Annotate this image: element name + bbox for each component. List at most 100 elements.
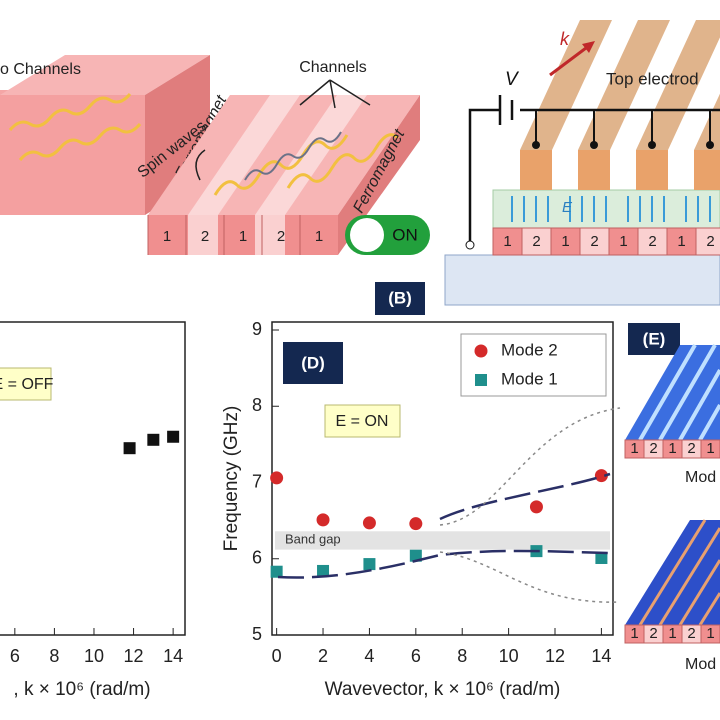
annotation: E = ON xyxy=(336,413,389,430)
x-tick-label: 6 xyxy=(10,646,20,666)
electrode-bar xyxy=(578,20,670,150)
x-tick-label: 4 xyxy=(364,646,374,666)
band-label: Band gap xyxy=(285,532,341,547)
y-tick-label: 6 xyxy=(252,548,262,568)
data-point xyxy=(529,500,543,514)
legend-label: Mode 1 xyxy=(501,369,558,388)
x-tick-label: 14 xyxy=(163,646,183,666)
voltage-label: V xyxy=(505,69,520,90)
panel-label: (D) xyxy=(301,353,325,372)
electrode-bar xyxy=(694,93,720,150)
cell xyxy=(255,215,285,255)
field-label: E xyxy=(562,199,573,216)
x-tick-label: 8 xyxy=(457,646,467,666)
panel-title: o Channels xyxy=(0,61,81,78)
data-point xyxy=(362,516,376,530)
cell xyxy=(188,215,218,255)
data-point xyxy=(363,558,376,571)
cell-label: 1 xyxy=(668,625,676,642)
slab-top xyxy=(0,55,210,95)
k-label: k xyxy=(560,29,570,49)
cell-label: 2 xyxy=(277,228,285,245)
panel-label: (E) xyxy=(643,329,666,348)
x-tick-label: 10 xyxy=(499,646,519,666)
cell-label: 1 xyxy=(503,233,511,250)
data-point xyxy=(409,517,423,531)
electrode xyxy=(578,150,610,190)
panel-e: (E) 1 2 1 2 11 2 1 2 1 Mod Mod xyxy=(624,323,720,673)
wave xyxy=(18,123,142,161)
cell-label: 1 xyxy=(561,233,569,250)
data-point xyxy=(316,513,330,527)
cell-label: 1 xyxy=(630,625,638,642)
wave xyxy=(8,93,132,131)
data-point xyxy=(270,471,284,485)
cell xyxy=(608,227,639,256)
cell xyxy=(550,227,581,256)
annotation-box xyxy=(324,404,401,438)
cell xyxy=(695,227,720,256)
x-tick-label: 6 xyxy=(411,646,421,666)
annotation-box xyxy=(0,367,52,401)
electrode xyxy=(694,150,720,190)
x-axis-title: Wavevector, k × 10⁶ (rad/m) xyxy=(325,679,561,700)
cell-label: 1 xyxy=(668,440,676,457)
cell-label: 2 xyxy=(532,233,540,250)
electrode xyxy=(636,150,668,190)
band-gap xyxy=(275,531,610,550)
cell-label: 2 xyxy=(687,625,695,642)
cell-label: 1 xyxy=(163,228,171,245)
plot-frame xyxy=(0,321,186,636)
data-point xyxy=(147,433,160,446)
cell-label: 2 xyxy=(649,440,657,457)
cell-label: 1 xyxy=(706,440,714,457)
cell-label: 2 xyxy=(201,228,209,245)
x-tick-label: 12 xyxy=(124,646,144,666)
label-box xyxy=(283,342,343,384)
legend-label: Mode 2 xyxy=(501,340,558,359)
substrate xyxy=(444,254,720,306)
data-point xyxy=(167,430,180,443)
x-tick-label: 14 xyxy=(591,646,611,666)
data-point xyxy=(317,564,330,577)
x-tick-label: 0 xyxy=(272,646,282,666)
y-tick-label: 7 xyxy=(252,471,262,491)
data-point xyxy=(594,469,608,483)
electrode xyxy=(520,150,552,190)
cell-label: 1 xyxy=(630,440,638,457)
caption: Mod xyxy=(685,656,716,673)
cell-label: 2 xyxy=(649,625,657,642)
x-tick-label: 2 xyxy=(318,646,328,666)
pattern xyxy=(625,345,720,440)
pointer xyxy=(299,79,371,109)
k-arrow xyxy=(549,43,591,77)
cell-label: 2 xyxy=(590,233,598,250)
cell-label: 1 xyxy=(677,233,685,250)
y-tick-label: 5 xyxy=(252,624,262,644)
y-tick-label: 8 xyxy=(252,395,262,415)
caption: Mod xyxy=(685,469,716,486)
panel-label: (B) xyxy=(388,288,412,307)
data-point xyxy=(123,442,136,455)
cell-label: 1 xyxy=(706,625,714,642)
x-tick-label: 12 xyxy=(545,646,565,666)
y-tick-label: 9 xyxy=(252,319,262,339)
switch-knob xyxy=(350,218,384,252)
cell-label: 2 xyxy=(706,233,714,250)
cell-label: 1 xyxy=(239,228,247,245)
switch-label: ON xyxy=(392,225,418,244)
data-point xyxy=(270,565,283,578)
circuit xyxy=(468,108,720,245)
wave xyxy=(213,134,349,196)
x-tick-label: 10 xyxy=(84,646,104,666)
cell xyxy=(579,227,610,256)
legend-marker xyxy=(475,374,487,386)
data-point xyxy=(409,549,422,562)
cell xyxy=(521,227,552,256)
cell-label: 1 xyxy=(315,228,323,245)
node xyxy=(532,141,540,149)
data-point xyxy=(595,551,608,564)
cell-label: 1 xyxy=(619,233,627,250)
panel-title: Channels xyxy=(299,59,367,76)
